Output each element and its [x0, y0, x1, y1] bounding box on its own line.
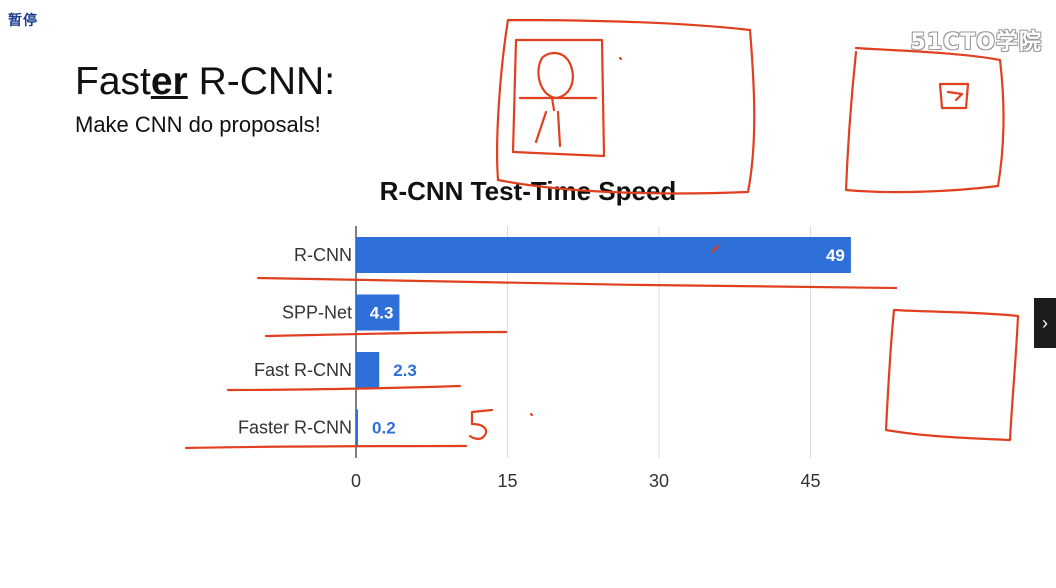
chart-title: R-CNN Test-Time Speed: [380, 176, 677, 206]
next-slide-button[interactable]: ›: [1034, 298, 1056, 348]
x-tick-label: 15: [497, 471, 517, 491]
bar-faster-r-cnn: [356, 409, 359, 446]
bars: [356, 237, 851, 446]
bar-spp-net: [356, 294, 400, 331]
slide-title-emphasis: er: [150, 60, 188, 103]
category-label: Fast R-CNN: [254, 360, 352, 380]
slide-subtitle: Make CNN do proposals!: [75, 112, 321, 137]
labels: R-CNN Test-Time Speed 0 15 30 45 R-CNN 49 SPP-N…: [238, 176, 845, 491]
pause-label[interactable]: 暂停: [8, 13, 38, 29]
slide-title: Faster R-CNN:: [75, 60, 335, 104]
slide-title-suffix: R-CNN:: [187, 60, 336, 103]
bar-r-cnn: [356, 237, 851, 273]
chevron-right-icon: ›: [1042, 312, 1048, 333]
value-label: 2.3: [393, 361, 417, 380]
category-label: SPP-Net: [282, 303, 352, 323]
x-tick-label: 45: [800, 471, 820, 491]
x-tick-label: 30: [649, 471, 669, 491]
slide-title-prefix: Fast: [75, 60, 151, 103]
value-label: 0.2: [372, 419, 396, 438]
category-label: Faster R-CNN: [238, 418, 352, 438]
bar-fast-r-cnn: [356, 352, 380, 388]
x-tick-label: 0: [351, 471, 361, 491]
category-label: R-CNN: [294, 245, 352, 265]
value-label: 4.3: [370, 304, 394, 323]
value-label: 49: [826, 246, 845, 265]
